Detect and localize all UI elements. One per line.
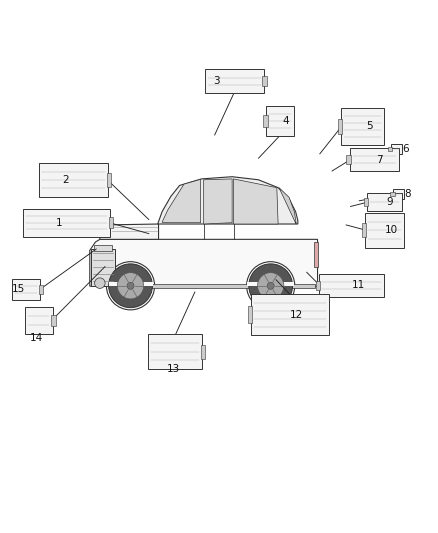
Circle shape: [249, 264, 293, 308]
Polygon shape: [91, 249, 115, 286]
Polygon shape: [247, 282, 294, 286]
FancyBboxPatch shape: [263, 115, 268, 127]
Text: 6: 6: [402, 144, 409, 154]
Text: 4: 4: [282, 116, 289, 126]
FancyBboxPatch shape: [388, 147, 392, 151]
Polygon shape: [204, 179, 232, 224]
FancyBboxPatch shape: [262, 76, 267, 86]
Text: 2: 2: [62, 175, 69, 185]
Polygon shape: [109, 282, 153, 286]
Text: 13: 13: [166, 364, 180, 374]
Text: 5: 5: [366, 122, 372, 131]
FancyBboxPatch shape: [341, 108, 384, 145]
Polygon shape: [115, 284, 315, 288]
FancyBboxPatch shape: [39, 285, 43, 294]
FancyBboxPatch shape: [266, 106, 294, 136]
Polygon shape: [279, 188, 296, 224]
Circle shape: [95, 278, 105, 288]
Text: 15: 15: [12, 285, 25, 295]
FancyBboxPatch shape: [201, 345, 205, 359]
Polygon shape: [162, 179, 201, 223]
FancyBboxPatch shape: [350, 148, 399, 171]
Polygon shape: [90, 239, 318, 286]
FancyBboxPatch shape: [51, 315, 56, 326]
FancyBboxPatch shape: [365, 213, 404, 248]
Text: 12: 12: [290, 310, 304, 320]
FancyBboxPatch shape: [12, 279, 40, 300]
Text: 8: 8: [404, 189, 411, 199]
FancyBboxPatch shape: [346, 155, 351, 164]
FancyBboxPatch shape: [390, 192, 395, 197]
Polygon shape: [233, 179, 278, 224]
Text: 10: 10: [385, 225, 397, 236]
FancyBboxPatch shape: [364, 198, 368, 206]
Text: 7: 7: [376, 155, 383, 165]
Circle shape: [109, 264, 152, 308]
FancyBboxPatch shape: [23, 209, 110, 237]
FancyBboxPatch shape: [367, 193, 402, 211]
Text: 3: 3: [213, 76, 220, 86]
Text: 1: 1: [56, 217, 62, 228]
FancyBboxPatch shape: [391, 144, 402, 155]
Text: 11: 11: [351, 280, 365, 290]
Text: 14: 14: [30, 333, 43, 343]
FancyBboxPatch shape: [338, 119, 342, 134]
Polygon shape: [100, 224, 159, 239]
Text: 9: 9: [386, 197, 393, 207]
FancyBboxPatch shape: [248, 306, 252, 323]
FancyBboxPatch shape: [393, 189, 404, 199]
FancyBboxPatch shape: [316, 280, 320, 290]
FancyBboxPatch shape: [148, 334, 202, 369]
Circle shape: [258, 273, 284, 299]
Polygon shape: [314, 243, 318, 266]
Circle shape: [117, 273, 144, 299]
FancyBboxPatch shape: [205, 69, 264, 93]
FancyBboxPatch shape: [362, 223, 366, 237]
Polygon shape: [94, 246, 112, 251]
FancyBboxPatch shape: [107, 173, 111, 187]
FancyBboxPatch shape: [319, 273, 384, 297]
FancyBboxPatch shape: [25, 307, 53, 334]
Circle shape: [127, 282, 134, 289]
Circle shape: [267, 282, 274, 289]
FancyBboxPatch shape: [251, 294, 329, 335]
Polygon shape: [158, 177, 298, 224]
FancyBboxPatch shape: [39, 163, 108, 197]
FancyBboxPatch shape: [109, 217, 113, 229]
